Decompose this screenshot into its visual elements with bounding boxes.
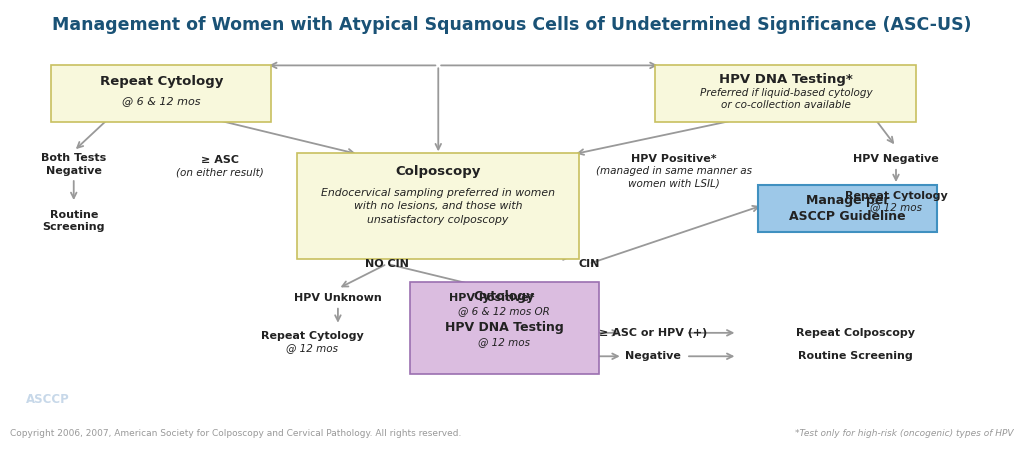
Text: Manage per: Manage per [806,194,889,207]
Text: HPV Positive*: HPV Positive* [631,154,717,164]
Text: @ 6 & 12 mos: @ 6 & 12 mos [122,96,201,106]
Text: Repeat Cytology: Repeat Cytology [99,75,223,88]
Text: HPV DNA Testing*: HPV DNA Testing* [719,73,853,86]
Text: HPV Positive*: HPV Positive* [449,293,535,303]
Text: with no lesions, and those with: with no lesions, and those with [353,201,522,212]
Text: Routine Screening: Routine Screening [798,351,912,361]
Text: @ 12 mos: @ 12 mos [287,343,338,353]
Text: Repeat Cytology: Repeat Cytology [261,331,364,341]
FancyBboxPatch shape [655,65,916,122]
Text: Colposcopy: Colposcopy [395,165,480,178]
Text: Endocervical sampling preferred in women: Endocervical sampling preferred in women [321,188,555,198]
Text: @ 6 & 12 mos OR: @ 6 & 12 mos OR [459,306,550,316]
Text: (on either result): (on either result) [176,167,264,177]
Text: NO CIN: NO CIN [366,259,409,269]
Text: Negative: Negative [626,351,681,361]
Text: Repeat Cytology: Repeat Cytology [845,191,947,201]
Text: Preferred if liquid-based cytology: Preferred if liquid-based cytology [699,87,872,98]
Text: Both Tests
Negative: Both Tests Negative [41,153,106,176]
Text: HPV Negative: HPV Negative [853,154,939,164]
Text: Repeat Colposcopy: Repeat Colposcopy [796,328,914,338]
Text: ≥ ASC: ≥ ASC [201,155,240,165]
Text: or co-collection available: or co-collection available [721,100,851,110]
Text: CIN: CIN [579,259,599,269]
Text: ≥ ASC or HPV (+): ≥ ASC or HPV (+) [599,328,708,338]
Text: Routine
Screening: Routine Screening [42,210,105,232]
Text: ASCCP: ASCCP [26,393,70,405]
Text: Cytology: Cytology [474,290,535,303]
FancyBboxPatch shape [51,65,271,122]
Text: @ 12 mos: @ 12 mos [870,202,922,212]
FancyBboxPatch shape [297,153,579,259]
Text: Copyright 2006, 2007, American Society for Colposcopy and Cervical Pathology. Al: Copyright 2006, 2007, American Society f… [10,429,462,438]
Text: ASCCP Guideline: ASCCP Guideline [790,210,905,223]
Text: Management of Women with Atypical Squamous Cells of Undetermined Significance (A: Management of Women with Atypical Squamo… [52,16,972,34]
FancyBboxPatch shape [758,185,937,232]
Text: (managed in same manner as
women with LSIL): (managed in same manner as women with LS… [596,166,752,189]
Text: HPV DNA Testing: HPV DNA Testing [445,321,563,334]
Text: unsatisfactory colposcopy: unsatisfactory colposcopy [368,215,508,225]
FancyBboxPatch shape [410,282,599,374]
Text: *Test only for high-risk (oncogenic) types of HPV: *Test only for high-risk (oncogenic) typ… [796,429,1014,438]
Text: @ 12 mos: @ 12 mos [478,337,530,348]
Text: HPV Unknown: HPV Unknown [294,293,382,303]
